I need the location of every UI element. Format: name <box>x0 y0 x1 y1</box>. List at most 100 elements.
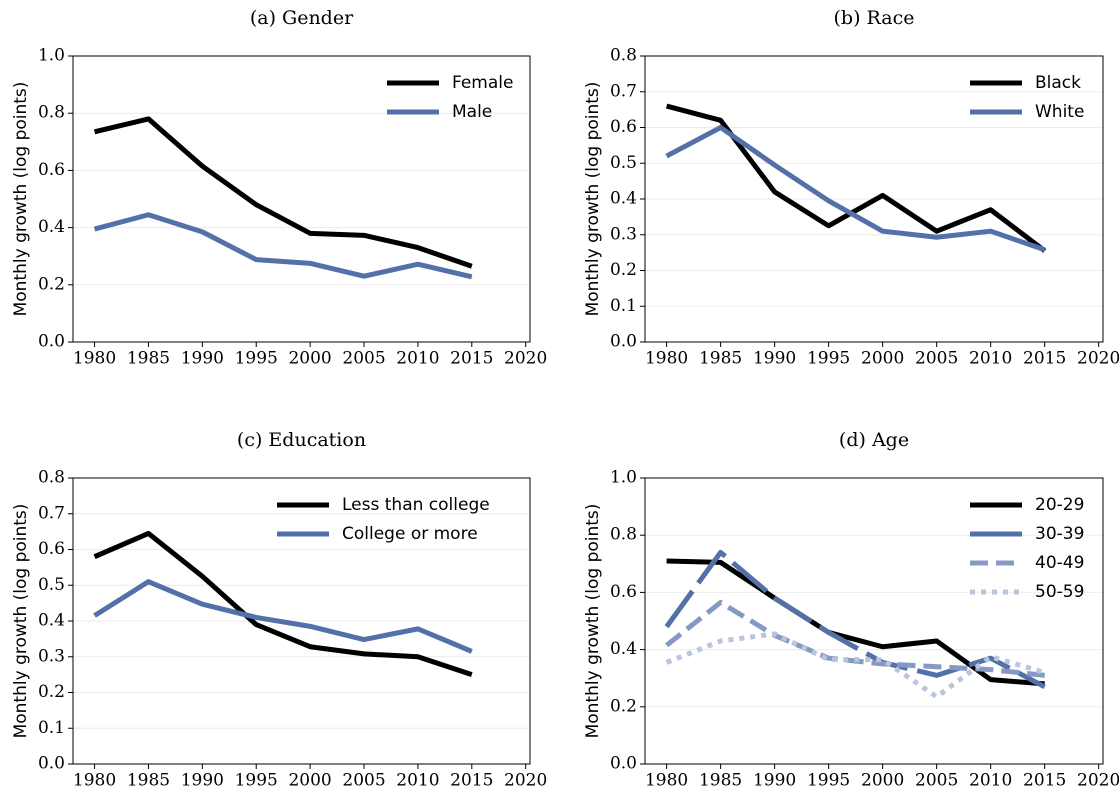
y-axis-label: Monthly growth (log points) <box>11 504 31 739</box>
data-line <box>93 530 473 678</box>
axes-frame <box>72 477 531 765</box>
x-tick-label: 1985 <box>699 771 742 791</box>
x-tick-label: 1980 <box>645 349 688 369</box>
y-tick-label: 0.2 <box>38 274 65 294</box>
axes-frame <box>644 55 1104 343</box>
x-tick-label: 2005 <box>342 771 385 791</box>
y-tick-label: 0.1 <box>610 296 637 316</box>
panel-title: (a) Gender <box>250 7 354 29</box>
data-line <box>93 579 473 654</box>
y-tick-label: 0.0 <box>610 332 637 352</box>
x-tick-label: 1985 <box>699 349 742 369</box>
data-line <box>664 549 1046 689</box>
x-tick-label: 2010 <box>396 349 439 369</box>
y-tick-label: 0.7 <box>610 81 637 101</box>
y-tick-label: 0.3 <box>610 224 637 244</box>
x-tick-label: 2020 <box>504 771 547 791</box>
x-tick-label: 2015 <box>1023 771 1066 791</box>
x-tick-label: 2010 <box>969 771 1012 791</box>
y-axis-label: Monthly growth (log points) <box>11 82 31 317</box>
x-tick-label: 2020 <box>504 349 547 369</box>
panel-title: (d) Age <box>839 429 909 451</box>
x-tick-label: 1990 <box>753 771 796 791</box>
legend-label: 40-49 <box>1035 553 1084 573</box>
x-tick-label: 1980 <box>73 771 116 791</box>
x-tick-label: 1995 <box>807 349 850 369</box>
panel: (d) Age Monthly growth (log points) 0.0 0.2… <box>583 429 1119 791</box>
axes-frame <box>644 477 1104 765</box>
x-tick-label: 2000 <box>288 771 331 791</box>
x-tick-label: 1995 <box>235 349 278 369</box>
x-tick-label: 2010 <box>396 771 439 791</box>
data-line <box>666 558 1045 687</box>
y-tick-label: 0.6 <box>610 117 637 137</box>
x-tick-label: 2015 <box>1023 349 1066 369</box>
y-tick-label: 1.0 <box>38 46 65 66</box>
y-tick-label: 0.8 <box>38 103 65 123</box>
y-tick-label: 0.8 <box>610 46 637 66</box>
panel: (b) Race Monthly growth (log points) 0.0 0.… <box>583 7 1119 369</box>
legend-label: 50-59 <box>1035 582 1084 602</box>
data-line <box>93 116 473 269</box>
legend-label: Black <box>1035 73 1081 93</box>
y-tick-label: 0.8 <box>38 468 65 488</box>
x-tick-label: 2015 <box>450 349 493 369</box>
legend-label: Male <box>452 102 492 122</box>
x-tick-label: 1985 <box>127 771 170 791</box>
y-tick-label: 0.2 <box>610 260 637 280</box>
legend-label: Female <box>452 73 513 93</box>
y-tick-label: 0.4 <box>610 639 637 659</box>
x-tick-label: 1990 <box>753 349 796 369</box>
x-tick-label: 1980 <box>645 771 688 791</box>
y-tick-label: 0.0 <box>610 754 637 774</box>
x-tick-label: 1995 <box>807 771 850 791</box>
x-tick-label: 1990 <box>181 349 224 369</box>
legend-label: 20-29 <box>1035 495 1084 515</box>
y-tick-label: 0.2 <box>610 696 637 716</box>
y-tick-label: 0.5 <box>38 575 65 595</box>
x-tick-label: 2005 <box>342 349 385 369</box>
x-tick-label: 1985 <box>127 349 170 369</box>
y-tick-label: 0.5 <box>610 153 637 173</box>
panel-title: (b) Race <box>834 7 915 29</box>
y-tick-label: 0.6 <box>38 160 65 180</box>
x-tick-label: 1980 <box>73 349 116 369</box>
y-tick-label: 0.0 <box>38 332 65 352</box>
y-tick-label: 0.3 <box>38 646 65 666</box>
y-tick-label: 0.7 <box>38 503 65 523</box>
y-tick-label: 0.1 <box>38 718 65 738</box>
y-axis-label: Monthly growth (log points) <box>583 504 603 739</box>
x-tick-label: 1990 <box>181 771 224 791</box>
data-line <box>665 631 1046 700</box>
y-tick-label: 0.4 <box>38 611 65 631</box>
y-tick-label: 0.6 <box>38 539 65 559</box>
y-tick-label: 0.8 <box>610 525 637 545</box>
y-tick-label: 0.2 <box>38 682 65 702</box>
x-tick-label: 2000 <box>861 349 904 369</box>
x-tick-label: 1995 <box>235 771 278 791</box>
x-tick-label: 2020 <box>1077 349 1119 369</box>
x-tick-label: 2000 <box>288 349 331 369</box>
legend-label: College or more <box>342 524 478 544</box>
y-axis-label: Monthly growth (log points) <box>583 82 603 317</box>
data-line <box>665 125 1046 253</box>
panel: (a) Gender Monthly growth (log points) 0.0… <box>11 7 547 369</box>
x-tick-label: 2000 <box>861 771 904 791</box>
panel: (c) Education Monthly growth (log points)… <box>11 429 547 791</box>
x-tick-label: 2005 <box>915 349 958 369</box>
data-line <box>93 212 473 280</box>
legend-label: White <box>1035 102 1084 122</box>
panel-title: (c) Education <box>237 429 366 451</box>
legend-label: Less than college <box>342 495 490 515</box>
legend-label: 30-39 <box>1035 524 1084 544</box>
y-tick-label: 0.6 <box>610 582 637 602</box>
y-tick-label: 1.0 <box>610 468 637 488</box>
x-tick-label: 2010 <box>969 349 1012 369</box>
axes-frame <box>72 55 531 343</box>
x-tick-label: 2005 <box>915 771 958 791</box>
x-tick-label: 2020 <box>1077 771 1119 791</box>
x-tick-label: 2015 <box>450 771 493 791</box>
y-tick-label: 0.4 <box>38 217 65 237</box>
y-tick-label: 0.4 <box>610 189 637 209</box>
